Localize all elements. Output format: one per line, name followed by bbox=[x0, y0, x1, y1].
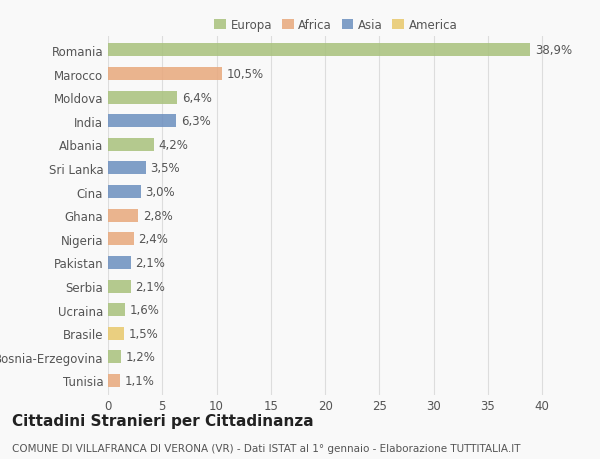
Text: 3,5%: 3,5% bbox=[151, 162, 180, 175]
Text: 6,4%: 6,4% bbox=[182, 91, 212, 105]
Text: 2,4%: 2,4% bbox=[139, 233, 168, 246]
Bar bbox=[108, 91, 178, 105]
Legend: Europa, Africa, Asia, America: Europa, Africa, Asia, America bbox=[209, 14, 463, 36]
Bar bbox=[108, 233, 134, 246]
Text: 1,6%: 1,6% bbox=[130, 303, 160, 316]
Bar bbox=[108, 280, 131, 293]
Bar bbox=[108, 303, 125, 316]
Bar bbox=[108, 327, 124, 340]
Text: 2,1%: 2,1% bbox=[135, 280, 165, 293]
Text: 1,2%: 1,2% bbox=[125, 351, 155, 364]
Bar bbox=[108, 374, 120, 387]
Bar bbox=[108, 115, 176, 128]
Bar bbox=[108, 209, 139, 222]
Text: 38,9%: 38,9% bbox=[535, 45, 572, 57]
Text: 4,2%: 4,2% bbox=[158, 139, 188, 151]
Bar bbox=[108, 186, 140, 199]
Text: 2,8%: 2,8% bbox=[143, 209, 172, 222]
Text: 10,5%: 10,5% bbox=[226, 68, 263, 81]
Text: Cittadini Stranieri per Cittadinanza: Cittadini Stranieri per Cittadinanza bbox=[12, 413, 314, 428]
Text: 2,1%: 2,1% bbox=[135, 257, 165, 269]
Bar bbox=[108, 68, 222, 81]
Text: COMUNE DI VILLAFRANCA DI VERONA (VR) - Dati ISTAT al 1° gennaio - Elaborazione T: COMUNE DI VILLAFRANCA DI VERONA (VR) - D… bbox=[12, 443, 521, 453]
Text: 6,3%: 6,3% bbox=[181, 115, 211, 128]
Bar bbox=[108, 162, 146, 175]
Text: 1,1%: 1,1% bbox=[124, 374, 154, 387]
Bar bbox=[108, 351, 121, 364]
Text: 3,0%: 3,0% bbox=[145, 186, 175, 199]
Bar bbox=[108, 257, 131, 269]
Bar bbox=[108, 45, 530, 57]
Text: 1,5%: 1,5% bbox=[128, 327, 158, 340]
Bar bbox=[108, 139, 154, 151]
